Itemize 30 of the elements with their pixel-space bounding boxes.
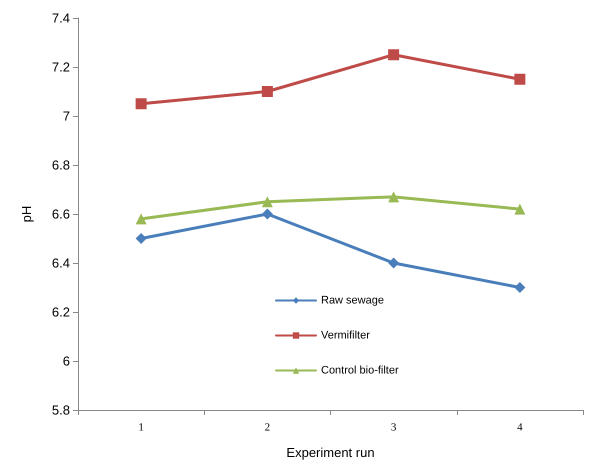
legend-label: Control bio-filter <box>321 364 399 376</box>
point <box>514 282 526 293</box>
y-tick-label: 7.2 <box>52 60 70 74</box>
point <box>136 213 147 224</box>
point <box>514 74 526 85</box>
point <box>388 49 400 60</box>
x-tick-label: 2 <box>264 422 270 434</box>
point <box>388 191 400 202</box>
point <box>136 98 147 110</box>
y-tick-label: 7 <box>62 108 70 124</box>
point <box>262 196 273 208</box>
point <box>136 233 147 244</box>
x-tick-label: 3 <box>390 422 397 434</box>
legend-label: Vermifilter <box>321 330 370 342</box>
y-tick-label: 6.4 <box>52 256 70 270</box>
y-tick-label: 6.6 <box>52 206 70 222</box>
point <box>388 258 400 268</box>
legend-label: Raw sewage <box>321 294 384 306</box>
y-axis-title: pH <box>19 206 34 222</box>
y-tick-label: 5.8 <box>52 402 70 418</box>
y-tick-label: 6.2 <box>52 304 70 320</box>
x-tick-label: 4 <box>517 422 524 434</box>
y-tick-label: 7.4 <box>52 10 70 26</box>
x-tick-label: 1 <box>138 422 144 434</box>
point <box>514 204 526 215</box>
point <box>262 86 273 97</box>
x-axis-title: Experiment run <box>286 445 375 460</box>
y-tick-label: 6.8 <box>52 158 70 172</box>
y-tick-label: 6 <box>62 354 70 368</box>
point <box>262 208 273 220</box>
